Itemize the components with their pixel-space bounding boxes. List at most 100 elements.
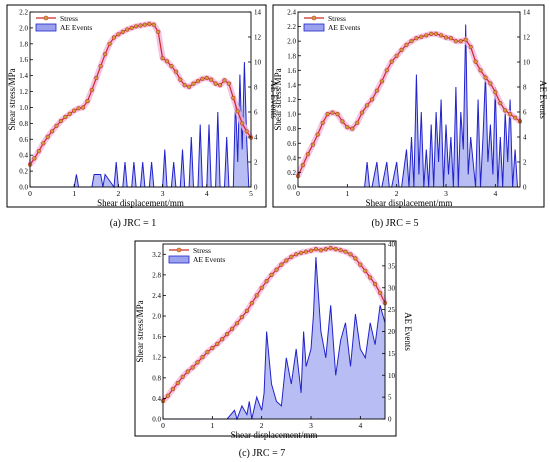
- stress-point: [264, 279, 269, 284]
- stress-point: [209, 77, 214, 82]
- stress-point: [323, 247, 328, 252]
- x-tick-label: 2: [260, 421, 264, 430]
- stress-point: [67, 111, 72, 116]
- stress-point: [142, 22, 147, 27]
- y2-axis-label: AE Events: [269, 80, 279, 119]
- y-tick-label: 1.6: [152, 333, 161, 341]
- legend-ae-swatch: [168, 255, 190, 264]
- stress-point: [89, 87, 94, 93]
- y-tick-label: 2.0: [287, 38, 296, 46]
- x-tick-label: 0: [296, 189, 300, 198]
- stress-point: [345, 125, 350, 130]
- stress-point: [373, 282, 378, 287]
- stress-point: [414, 36, 419, 41]
- stress-point: [226, 81, 231, 86]
- y-tick-label: 0.4: [287, 154, 296, 162]
- stress-point: [330, 110, 335, 115]
- stress-point: [195, 79, 201, 84]
- stress-point: [215, 341, 220, 347]
- stress-point: [36, 149, 41, 154]
- stress-point: [230, 326, 235, 332]
- y-tick-label: 0.2: [287, 169, 296, 177]
- stress-point: [365, 103, 370, 108]
- y-axis-label: Shear stress/MPa: [273, 68, 283, 130]
- y-tick-label: 0.2: [19, 168, 28, 176]
- stress-point: [191, 81, 196, 86]
- stress-point: [94, 75, 99, 81]
- stress-point: [473, 59, 478, 64]
- stress-point: [340, 119, 345, 124]
- stress-point: [305, 152, 311, 157]
- stress-point: [222, 78, 227, 83]
- stress-point: [182, 83, 187, 88]
- y2-tick-label: 2: [254, 159, 258, 167]
- stress-point: [240, 121, 245, 126]
- stress-point: [220, 337, 225, 342]
- stress-point: [41, 141, 46, 146]
- y2-tick-label: 6: [254, 109, 258, 117]
- plot-area: [29, 11, 252, 188]
- stress-point: [294, 252, 299, 257]
- y-tick-label: 0.4: [152, 395, 161, 403]
- y2-tick-label: 12: [523, 34, 531, 42]
- y-tick-label: 2.8: [152, 271, 161, 279]
- stress-point: [458, 39, 463, 44]
- y-tick-label: 2.0: [152, 313, 161, 321]
- stress-point: [360, 110, 365, 115]
- y2-axis-label: AE Events: [538, 80, 548, 119]
- y2-tick-label: 4: [254, 134, 258, 142]
- stress-point: [348, 252, 353, 257]
- stress-point: [313, 247, 319, 252]
- stress-point: [279, 262, 284, 267]
- stress-point: [259, 285, 264, 290]
- y-tick-label: 0.6: [19, 136, 28, 144]
- y-tick-label: 2.2: [287, 23, 296, 31]
- panel-jrc-7: 0 1 2 3 4 0.0 0.4 0.8 1.2 1.6 2.0 2.4 2.8 3.2 0 5 10 15 20…: [134, 240, 413, 459]
- stress-point: [204, 75, 209, 81]
- x-tick-label: 3: [309, 421, 313, 430]
- stress-point: [478, 68, 483, 73]
- y-axis-label: Shear stress/MPa: [7, 68, 17, 130]
- stress-point: [120, 29, 125, 35]
- ae-events-area: [298, 24, 520, 187]
- x-tick-label: 1: [345, 189, 349, 198]
- legend-stress-marker: [311, 15, 317, 21]
- y-tick-label: 0.0: [152, 416, 161, 424]
- x-tick-label: 2: [117, 189, 121, 198]
- stress-point: [116, 32, 121, 37]
- legend-ae-label: AE Events: [60, 23, 92, 32]
- y-tick-label: 1.2: [152, 354, 161, 362]
- stress-point: [234, 321, 240, 326]
- y-tick-label: 1.8: [287, 52, 296, 60]
- y2-tick-label: 0: [523, 184, 527, 192]
- stress-point: [315, 132, 320, 137]
- stress-point: [304, 249, 309, 254]
- stress-point: [239, 315, 244, 320]
- x-axis-label: Shear displacement/mm: [366, 198, 453, 208]
- stress-point: [379, 79, 385, 84]
- stress-point: [369, 97, 375, 102]
- stress-point: [333, 247, 338, 252]
- stress-point: [448, 36, 454, 41]
- y-tick-label: 1.4: [19, 72, 28, 80]
- stress-point: [493, 90, 498, 95]
- y-tick-label: 0.6: [287, 140, 296, 148]
- panel-frame: [272, 4, 545, 208]
- stress-point: [363, 268, 368, 273]
- x-tick-label: 5: [249, 189, 253, 198]
- stress-point: [134, 24, 139, 29]
- x-tick-label: 0: [161, 421, 165, 430]
- x-tick-label: 1: [210, 421, 214, 430]
- stress-point: [169, 63, 174, 69]
- stress-point: [129, 25, 134, 31]
- stress-point: [378, 290, 383, 296]
- stress-point: [350, 126, 355, 131]
- x-tick-label: 0: [28, 189, 32, 198]
- stress-point: [300, 163, 306, 168]
- stress-point: [58, 118, 64, 124]
- y2-tick-label: 30: [388, 284, 396, 292]
- y-tick-label: 0.4: [19, 152, 28, 160]
- y-tick-label: 1.8: [19, 40, 28, 48]
- stress-point: [338, 248, 343, 253]
